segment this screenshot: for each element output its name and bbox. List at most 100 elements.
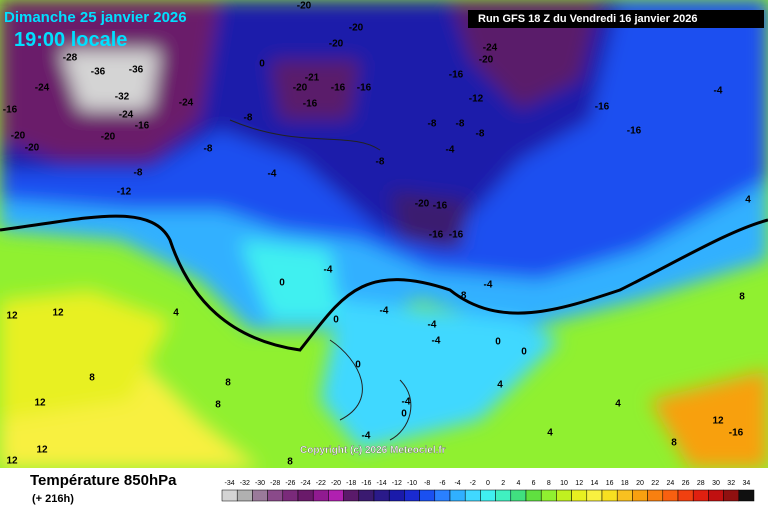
contour-label: -20	[101, 132, 116, 143]
contour-label: -16	[429, 230, 444, 241]
contour-label: -20	[297, 1, 312, 12]
contour-label: -8	[376, 157, 385, 168]
contour-label: -16	[433, 201, 448, 212]
legend-swatch	[434, 489, 451, 502]
contour-label: -16	[729, 428, 744, 439]
run-box	[468, 10, 764, 28]
legend-swatch	[571, 489, 588, 502]
legend-swatch	[358, 489, 375, 502]
legend-swatch	[297, 489, 314, 502]
legend-swatch	[662, 489, 679, 502]
copyright: Copyright (c) 2026 Meteociel.fr	[300, 445, 446, 456]
legend-label: 22	[651, 480, 659, 487]
footer-lead: (+ 216h)	[32, 493, 74, 505]
contour-labels: -28 -36 -36 -32 -24 -24 -16 -20 -20 -20 …	[3, 1, 751, 468]
contour-label: 4	[615, 399, 621, 410]
legend-swatch	[449, 489, 466, 502]
legend-swatch	[525, 489, 542, 502]
contour-label: -8	[204, 144, 213, 155]
legend-swatch	[480, 489, 496, 502]
legend-label: 8	[547, 480, 551, 487]
legend-swatch	[556, 489, 572, 502]
contour-label: -8	[458, 291, 467, 302]
contour-label: -4	[362, 431, 371, 442]
contour-label: 8	[225, 378, 231, 389]
contour-label: -21	[305, 73, 320, 84]
contour-label: -28	[63, 53, 78, 64]
legend-swatch	[267, 489, 284, 502]
legend-swatch	[282, 489, 299, 502]
legend-label: 2	[501, 480, 505, 487]
legend-swatch	[464, 489, 481, 502]
legend-swatch	[343, 489, 360, 502]
legend-swatch	[540, 489, 557, 502]
contour-label: -4	[402, 397, 411, 408]
legend-swatch	[632, 489, 648, 502]
contour-label: -4	[484, 280, 493, 291]
contour-label: 4	[173, 308, 179, 319]
contour-label: 0	[259, 59, 265, 70]
legend-swatch	[738, 489, 755, 502]
contour-label: 0	[495, 337, 501, 348]
legend-label: 6	[532, 480, 536, 487]
contour-label: -16	[595, 102, 610, 113]
map-date: Dimanche 25 janvier 2026	[4, 9, 187, 26]
contour-label: 12	[36, 445, 48, 456]
legend-label: -10	[407, 480, 417, 487]
legend-swatch	[373, 489, 390, 502]
legend-swatch	[586, 489, 603, 502]
legend-swatch	[510, 489, 527, 502]
contour-label: -4	[380, 306, 389, 317]
legend-label: -30	[255, 480, 265, 487]
legend-label: 26	[682, 480, 690, 487]
legend-label: -12	[392, 480, 402, 487]
contour-label: -16	[627, 126, 642, 137]
contour-label: -4	[432, 336, 441, 347]
legend-label: 34	[743, 480, 751, 487]
coastline	[229, 119, 412, 441]
legend-label: 30	[712, 480, 720, 487]
contour-label: -24	[483, 43, 498, 54]
contour-label: -16	[449, 70, 464, 81]
map-time: 19:00 locale	[14, 29, 127, 51]
legend-label: 4	[516, 480, 520, 487]
contour-label: -8	[134, 168, 143, 179]
contour-label: 0	[279, 278, 285, 289]
contour-label: 8	[215, 400, 221, 411]
legend-label: -34	[225, 480, 235, 487]
legend-label: -28	[270, 480, 280, 487]
color-legend: -34 -32 -30 -28 -26 -24 -22 -20 -18 -16 -14 -12 -10-…	[221, 480, 755, 502]
legend-swatch	[616, 489, 633, 502]
contour-label: 4	[745, 195, 751, 206]
legend-swatch	[312, 489, 329, 502]
contour-label: -8	[244, 113, 253, 124]
legend-swatch	[419, 489, 436, 502]
contour-label: -16	[303, 99, 318, 110]
contour-label: -20	[25, 143, 40, 154]
legend-label: 14	[591, 480, 599, 487]
legend-label: -24	[301, 480, 311, 487]
legend-label: 16	[606, 480, 614, 487]
legend-swatch	[221, 489, 238, 502]
legend-swatch	[708, 489, 724, 502]
legend-label: -6	[439, 480, 445, 487]
contour-label: 12	[52, 308, 64, 319]
contour-label: 0	[355, 360, 361, 371]
contour-label: -20	[11, 131, 26, 142]
contour-label: -24	[119, 110, 134, 121]
legend-swatch	[236, 489, 253, 502]
contour-label: -36	[129, 65, 144, 76]
contour-label: 4	[547, 428, 553, 439]
contour-label: -24	[35, 83, 50, 94]
contour-label: -12	[117, 187, 132, 198]
contour-label: 12	[34, 398, 46, 409]
run-info: Run GFS 18 Z du Vendredi 16 janvier 2026	[478, 13, 697, 25]
legend-label: -32	[240, 480, 250, 487]
contour-label: 12	[712, 416, 724, 427]
contour-label: -16	[3, 105, 18, 116]
legend-label: 12	[575, 480, 583, 487]
legend-label: 0	[486, 480, 490, 487]
legend-label: 20	[636, 480, 644, 487]
